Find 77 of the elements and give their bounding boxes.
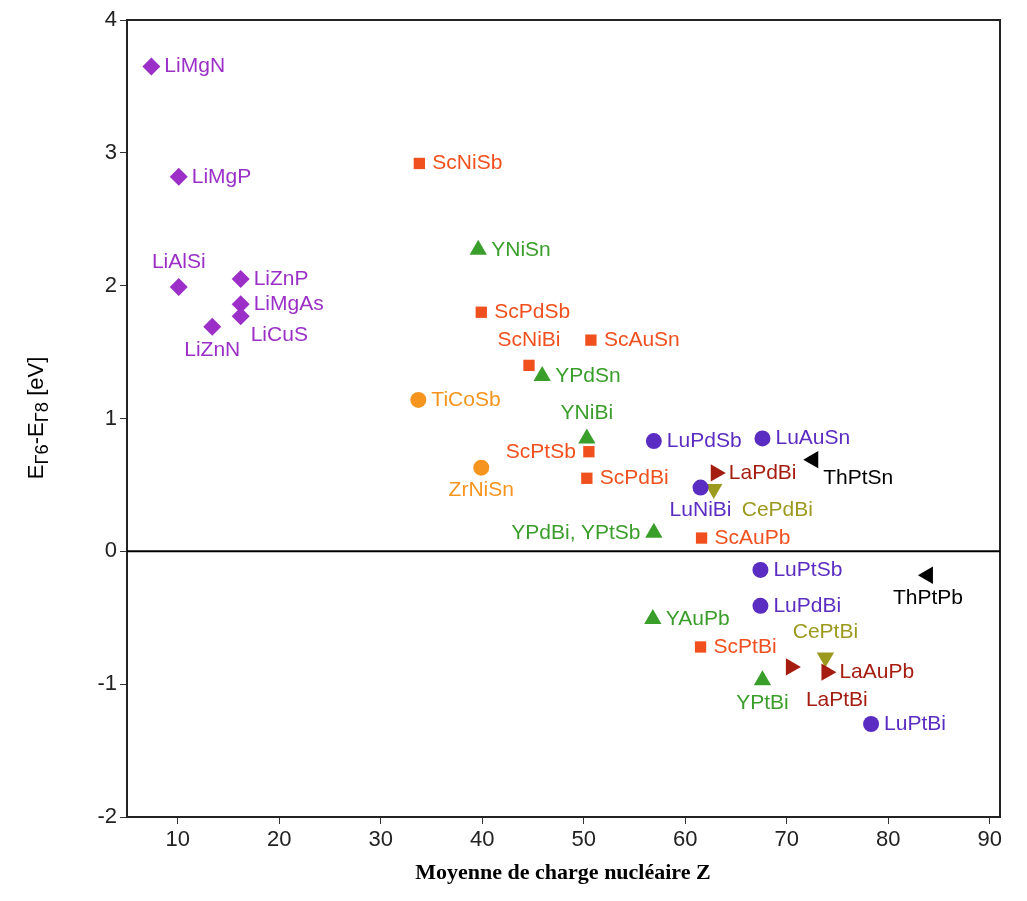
- point: [169, 278, 188, 296]
- annotation: ZrNiSn: [448, 477, 514, 501]
- annotation: YAuPb: [665, 605, 730, 629]
- y-tick-label: 1: [104, 404, 117, 430]
- annotation: LuPdSb: [666, 427, 742, 451]
- y-tick-label: 3: [104, 138, 117, 164]
- point: [645, 433, 662, 450]
- point: [785, 658, 801, 676]
- x-tick-label: 30: [368, 826, 394, 852]
- annotation: ScAuSn: [603, 326, 680, 350]
- annotation: LuNiBi: [669, 497, 732, 521]
- point: [475, 306, 487, 318]
- annotation: YNiSn: [491, 236, 551, 260]
- annotation: LiMgAs: [253, 291, 324, 315]
- annotation: LaAuPb: [839, 659, 915, 683]
- point: [695, 532, 708, 544]
- x-tick-label: 10: [165, 826, 190, 852]
- annotation: TiCoSb: [431, 386, 501, 410]
- point: [753, 670, 772, 686]
- annotation: LuPdBi: [773, 592, 842, 616]
- point: [581, 472, 593, 484]
- annotation: LuPtBi: [884, 710, 946, 734]
- annotation: LiZnN: [184, 336, 241, 360]
- point: [523, 359, 535, 372]
- point: [231, 270, 250, 289]
- annotation: LiAlSi: [151, 248, 206, 272]
- y-tick-label: -1: [97, 670, 117, 696]
- annotation: ScNiBi: [497, 327, 561, 351]
- point: [692, 479, 709, 496]
- annotation: ScNiSb: [432, 150, 503, 174]
- point: [413, 157, 426, 170]
- point: [169, 167, 188, 186]
- point: [863, 716, 880, 733]
- annotation: YPtBi: [736, 689, 789, 713]
- x-axis-title: Moyenne de charge nucléaire Z: [415, 859, 711, 885]
- annotation: ThPtPb: [892, 585, 963, 609]
- annotation: YPdSn: [555, 362, 621, 386]
- point: [644, 609, 662, 625]
- x-tick-label: 60: [673, 826, 698, 852]
- point: [583, 446, 595, 458]
- annotation: ScAuPb: [714, 524, 791, 548]
- point: [752, 597, 769, 614]
- point: [473, 459, 490, 476]
- point: [410, 391, 427, 408]
- annotation: LiMgP: [191, 163, 252, 187]
- point: [754, 430, 771, 447]
- annotation: ScPtBi: [713, 633, 777, 657]
- point: [585, 334, 597, 346]
- y-tick-label: 4: [104, 6, 117, 32]
- annotation: ScPdBi: [599, 465, 669, 489]
- point: [694, 641, 707, 653]
- annotation: LaPdBi: [728, 459, 797, 483]
- point: [142, 57, 161, 76]
- x-tick-label: 80: [876, 826, 901, 852]
- x-tick-label: 70: [774, 826, 800, 852]
- y-tick-label: 2: [104, 271, 117, 297]
- annotation: ScPdSb: [494, 299, 571, 323]
- y-tick-label: 0: [104, 537, 117, 563]
- annotation: CePdBi: [741, 496, 813, 520]
- annotation: CePtBi: [792, 619, 859, 643]
- y-tick-label: -2: [97, 803, 117, 829]
- x-tick-label: 40: [470, 826, 495, 852]
- annotation: YPdBi, YPtSb: [511, 519, 641, 543]
- annotation: LaPtBi: [805, 686, 868, 710]
- point: [203, 317, 222, 336]
- annotation: LiCuS: [250, 322, 308, 346]
- annotation: ScPtSb: [505, 438, 576, 462]
- annotation: LiZnP: [253, 265, 309, 289]
- annotation: LuAuSn: [775, 425, 851, 449]
- x-tick-label: 90: [977, 826, 1003, 852]
- x-tick-label: 50: [571, 826, 597, 852]
- point: [752, 561, 769, 578]
- annotation: LuPtSb: [773, 556, 843, 580]
- annotation: ThPtSn: [823, 465, 894, 489]
- annotation: LiMgN: [164, 53, 226, 77]
- annotation: YNiBi: [560, 400, 614, 424]
- x-tick-label: 20: [267, 826, 292, 852]
